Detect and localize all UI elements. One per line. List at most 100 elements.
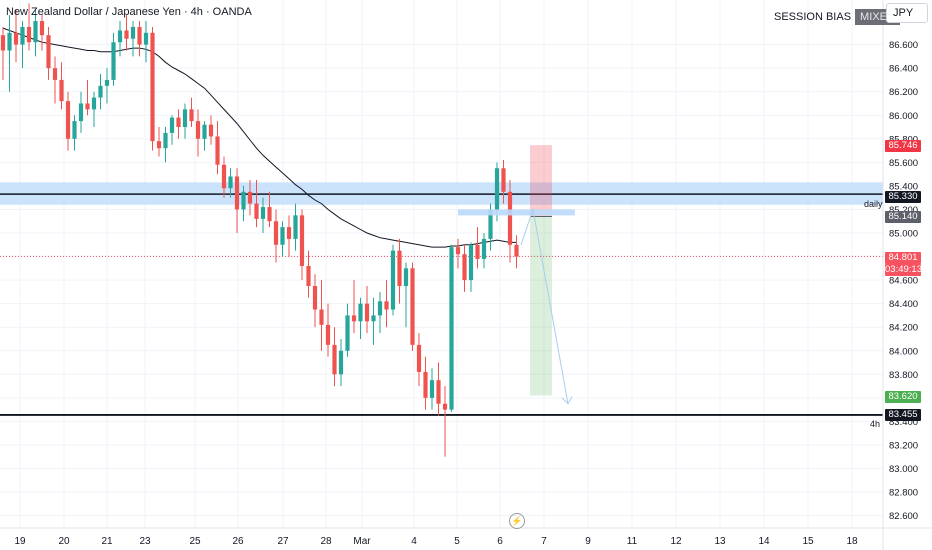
- candle-body: [208, 124, 214, 137]
- short-position-tool[interactable]: [458, 145, 575, 405]
- candle-body: [234, 176, 240, 210]
- projection-path: [520, 207, 569, 404]
- candle-body: [228, 176, 233, 189]
- candle-body: [358, 303, 363, 322]
- target-price-tag: 83.620: [885, 391, 921, 403]
- zones: [0, 182, 883, 416]
- time-tick-label: 4: [411, 536, 417, 547]
- stop-price-tag: 85.746: [885, 140, 921, 152]
- time-axis[interactable]: 19 20 21 23 25 26 27 28 Mar 4 5 6 7 9 11 12 13 14 15 18: [0, 527, 932, 547]
- time-tick-label: 23: [139, 536, 151, 547]
- candle-body: [176, 117, 181, 128]
- time-tick-label: 14: [758, 536, 770, 547]
- time-tick-label: 12: [670, 536, 682, 547]
- candle-body: [384, 301, 389, 310]
- candle-body: [52, 68, 58, 80]
- candle-body: [325, 324, 331, 345]
- time-tick-label: 15: [802, 536, 814, 547]
- time-tick-label: 11: [627, 536, 638, 547]
- candle-body: [78, 103, 84, 122]
- candle-body: [202, 124, 207, 139]
- price-tick-label: 85.400: [889, 181, 918, 192]
- candle-body: [124, 30, 129, 39]
- currency-selector[interactable]: JPY: [886, 3, 928, 23]
- candle-body: [39, 21, 45, 36]
- candle-body: [72, 121, 77, 139]
- time-tick-label: 28: [320, 536, 332, 547]
- session-bias-indicator: SESSION BIAS MIXED: [770, 8, 900, 26]
- price-tick-label: 86.400: [889, 64, 918, 75]
- price-tick-label: 84.400: [889, 299, 918, 310]
- projection-arrowhead: [561, 396, 573, 405]
- candle-body: [410, 268, 415, 345]
- candle-body: [46, 35, 51, 69]
- price-axis[interactable]: 86.600 86.400 86.200 86.000 85.800 85.600 85.4…: [882, 0, 918, 550]
- price-tick-label: 82.600: [889, 511, 918, 522]
- candle-body: [221, 164, 227, 189]
- candle-body: [273, 221, 279, 245]
- zone-price-tag: 85.330: [885, 191, 921, 203]
- candle-body: [286, 227, 292, 239]
- candle-body: [254, 203, 259, 219]
- price-tick-label: 84.600: [889, 276, 918, 287]
- candle-body: [514, 244, 519, 257]
- candle-body: [364, 303, 370, 322]
- candle-body: [33, 21, 38, 43]
- time-tick-label: Mar: [353, 536, 371, 547]
- lightning-icon[interactable]: ⚡: [509, 513, 525, 529]
- candle-body: [26, 26, 32, 43]
- time-tick-label: 9: [585, 536, 591, 547]
- candle-body: [293, 215, 298, 239]
- candle-body: [436, 380, 441, 404]
- price-tick-label: 82.800: [889, 488, 918, 499]
- candle-body: [195, 121, 201, 139]
- candles[interactable]: [0, 3, 519, 457]
- session-bias-label: SESSION BIAS: [774, 11, 852, 23]
- price-tick-label: 86.600: [889, 40, 918, 51]
- price-tick-label: 83.200: [889, 440, 918, 451]
- time-tick-label: 25: [189, 536, 201, 547]
- candle-body: [468, 244, 474, 281]
- candle-body: [494, 168, 500, 210]
- ma-line: [2, 27, 517, 248]
- candle-body: [143, 32, 149, 45]
- time-tick-label: 26: [232, 536, 244, 547]
- time-tick-label: 13: [714, 536, 726, 547]
- candle-body: [371, 315, 376, 322]
- price-tick-label: 84.000: [889, 346, 918, 357]
- time-tick-label: 5: [454, 536, 460, 547]
- price-tick-label: 86.000: [889, 111, 918, 122]
- candle-body: [488, 209, 493, 239]
- candle-body: [312, 285, 318, 310]
- candle-body: [462, 254, 467, 281]
- price-tick-label: 85.200: [889, 205, 918, 216]
- candle-body: [507, 191, 513, 245]
- candle-body: [351, 315, 357, 322]
- candle-body: [306, 265, 311, 286]
- candle-body: [137, 26, 142, 45]
- candle-body: [7, 32, 12, 51]
- candle-body: [59, 79, 64, 102]
- support-price-tag: 83.455: [885, 409, 921, 421]
- price-tick-label: 85.800: [889, 134, 918, 145]
- candle-body: [377, 301, 383, 316]
- price-tick-label: 85.600: [889, 158, 918, 169]
- candle-body: [345, 315, 350, 351]
- moving-average: [2, 27, 517, 248]
- candle-body: [390, 250, 396, 310]
- candle-body: [449, 247, 454, 410]
- candle-body: [150, 32, 155, 142]
- price-tick-label: 83.800: [889, 370, 918, 381]
- candle-body: [85, 103, 90, 110]
- candle-body: [429, 380, 435, 398]
- candle-body: [501, 168, 506, 192]
- time-tick-label: 20: [58, 536, 70, 547]
- candle-body: [455, 247, 461, 255]
- entry-price-tag: 85.140: [885, 211, 921, 223]
- candle-body: [98, 85, 103, 98]
- time-tick-label: 7: [541, 536, 547, 547]
- candle-body: [319, 309, 324, 325]
- candle-body: [475, 244, 480, 259]
- candle-body: [481, 238, 487, 259]
